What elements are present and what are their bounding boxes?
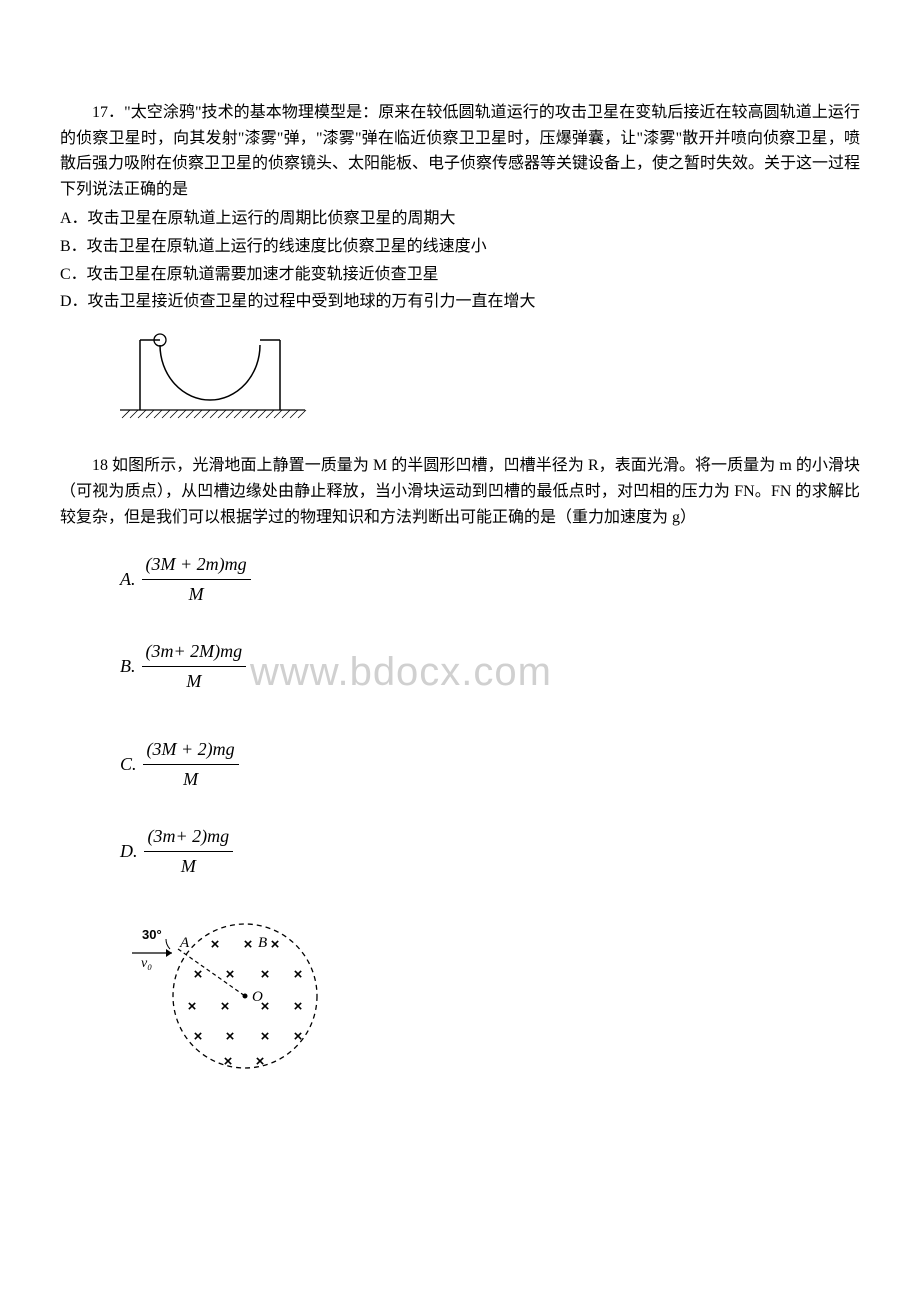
formula-d-label: D. bbox=[120, 837, 138, 866]
svg-text:×: × bbox=[271, 936, 280, 953]
formula-b-label: B. bbox=[120, 652, 136, 681]
formula-c-den: M bbox=[179, 765, 202, 794]
formula-c: C. (3M + 2)mg M bbox=[120, 735, 860, 794]
q18-figure-bowl bbox=[120, 330, 860, 439]
svg-text:×: × bbox=[294, 998, 303, 1015]
formula-a-den: M bbox=[185, 580, 208, 609]
formula-a: A. (3M + 2m)mg M bbox=[120, 550, 860, 609]
magnetic-circle-svg: × × × × × × × × × × × × × × × × × 30° A bbox=[120, 911, 340, 1081]
svg-text:×: × bbox=[194, 1028, 203, 1045]
formula-a-label: A. bbox=[120, 565, 136, 594]
svg-text:×: × bbox=[221, 998, 230, 1015]
svg-text:×: × bbox=[226, 1028, 235, 1045]
magnetic-field-figure: × × × × × × × × × × × × × × × × × 30° A bbox=[120, 911, 860, 1090]
svg-text:×: × bbox=[294, 1028, 303, 1045]
formula-d-num: (3m+ 2)mg bbox=[144, 822, 234, 852]
point-b-label: B bbox=[258, 935, 267, 951]
formula-b: B. (3m+ 2M)mg M bbox=[120, 637, 860, 696]
point-a-label: A bbox=[179, 935, 190, 951]
svg-text:×: × bbox=[244, 936, 253, 953]
v0-label: v₀ bbox=[141, 956, 152, 971]
formula-c-label: C. bbox=[120, 750, 137, 779]
formula-c-num: (3M + 2)mg bbox=[143, 735, 239, 765]
q17-option-b: B．攻击卫星在原轨道上运行的线速度比侦察卫星的线速度小 bbox=[60, 234, 860, 260]
q17-text: 17．"太空涂鸦"技术的基本物理模型是：原来在较低圆轨道运行的攻击卫星在变轨后接… bbox=[60, 100, 860, 202]
q18-formulas-ab: A. (3M + 2m)mg M B. (3m+ 2M)mg M bbox=[120, 550, 860, 695]
formula-a-num: (3M + 2m)mg bbox=[142, 550, 251, 580]
svg-text:×: × bbox=[211, 936, 220, 953]
q18-formulas-cd: C. (3M + 2)mg M D. (3m+ 2)mg M bbox=[120, 735, 860, 880]
formula-b-den: M bbox=[182, 667, 205, 696]
q17-option-c: C．攻击卫星在原轨道需要加速才能变轨接近侦查卫星 bbox=[60, 262, 860, 288]
q17-option-d: D．攻击卫星接近侦查卫星的过程中受到地球的万有引力一直在增大 bbox=[60, 289, 860, 315]
svg-text:×: × bbox=[261, 1028, 270, 1045]
svg-text:×: × bbox=[194, 966, 203, 983]
angle-label: 30° bbox=[142, 927, 162, 942]
svg-text:×: × bbox=[226, 966, 235, 983]
q17-option-a: A．攻击卫星在原轨道上运行的周期比侦察卫星的周期大 bbox=[60, 206, 860, 232]
q18-text: 18 如图所示，光滑地面上静置一质量为 M 的半圆形凹槽，凹槽半径为 R，表面光… bbox=[60, 453, 860, 530]
svg-text:×: × bbox=[188, 998, 197, 1015]
formula-d: D. (3m+ 2)mg M bbox=[120, 822, 860, 881]
formula-b-num: (3m+ 2M)mg bbox=[142, 637, 247, 667]
svg-text:×: × bbox=[224, 1053, 233, 1070]
point-o-label: O bbox=[252, 989, 263, 1005]
document-content: 17．"太空涂鸦"技术的基本物理模型是：原来在较低圆轨道运行的攻击卫星在变轨后接… bbox=[60, 100, 860, 1089]
svg-text:×: × bbox=[261, 966, 270, 983]
svg-text:×: × bbox=[256, 1053, 265, 1070]
bowl-svg bbox=[120, 330, 310, 430]
formula-d-den: M bbox=[177, 852, 200, 881]
svg-text:×: × bbox=[294, 966, 303, 983]
